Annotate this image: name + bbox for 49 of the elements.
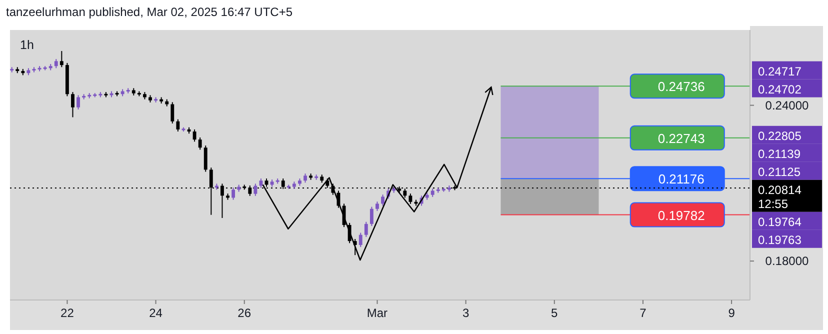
text: 0.24702 [758, 82, 802, 96]
text: 0.21125 [758, 164, 801, 179]
text: 0.24717 [758, 64, 802, 78]
candlestick [376, 201, 379, 212]
text: 0.19763 [758, 232, 802, 247]
y-tick-label: 0.24000 [765, 98, 810, 112]
candlestick [232, 187, 236, 200]
text: 0.21139 [758, 146, 801, 161]
price-label-box: 0.24736 [630, 74, 725, 99]
candlestick [204, 145, 208, 172]
ref-line-label: 0.19782 [658, 208, 705, 223]
candlestick [192, 128, 196, 142]
candlestick [364, 221, 368, 238]
candlestick [403, 188, 407, 198]
candlestick [54, 58, 58, 69]
candlestick [76, 94, 80, 110]
x-tick-label: 5 [551, 306, 558, 320]
candlestick [381, 194, 384, 206]
x-tick-label: 26 [238, 306, 252, 320]
y-tick-label: 0.18000 [765, 254, 810, 268]
x-tick-label: 7 [640, 306, 647, 320]
candlestick [220, 183, 224, 218]
candlestick [408, 193, 412, 204]
candlestick [259, 178, 263, 188]
candlestick [170, 102, 174, 124]
x-tick-label: 24 [149, 306, 163, 320]
ref-line-label: 0.20814 12:55 [758, 182, 802, 211]
price-label-box: 0.22743 [630, 125, 725, 150]
text: 0.22805 [758, 128, 802, 143]
x-tick-label: 9 [728, 306, 736, 320]
text: 1h [20, 38, 34, 52]
candlestick [304, 173, 307, 184]
x-tick-label: Mar [366, 306, 388, 320]
candlestick [358, 232, 362, 248]
ref-line-label: 0.24736 [658, 79, 705, 94]
candlestick [370, 206, 374, 227]
x-tick-label: 22 [60, 306, 74, 320]
x-tick-label: 3 [462, 306, 470, 320]
text: tanzeelurhman published, Mar 02, 2025 16:47 UTC+5 [6, 5, 293, 19]
candlestick [176, 118, 180, 132]
candlestick [198, 136, 202, 150]
text: 0.19764 [758, 214, 802, 229]
candlestick [254, 183, 258, 196]
ref-line-label: 0.22743 [658, 130, 705, 146]
ref-line-label: 0.21176 [658, 172, 704, 187]
price-label-box: 0.19782 [630, 202, 725, 228]
price-label-box: 0.21176 [630, 166, 725, 192]
candlestick [60, 50, 64, 68]
candlestick [71, 92, 74, 118]
